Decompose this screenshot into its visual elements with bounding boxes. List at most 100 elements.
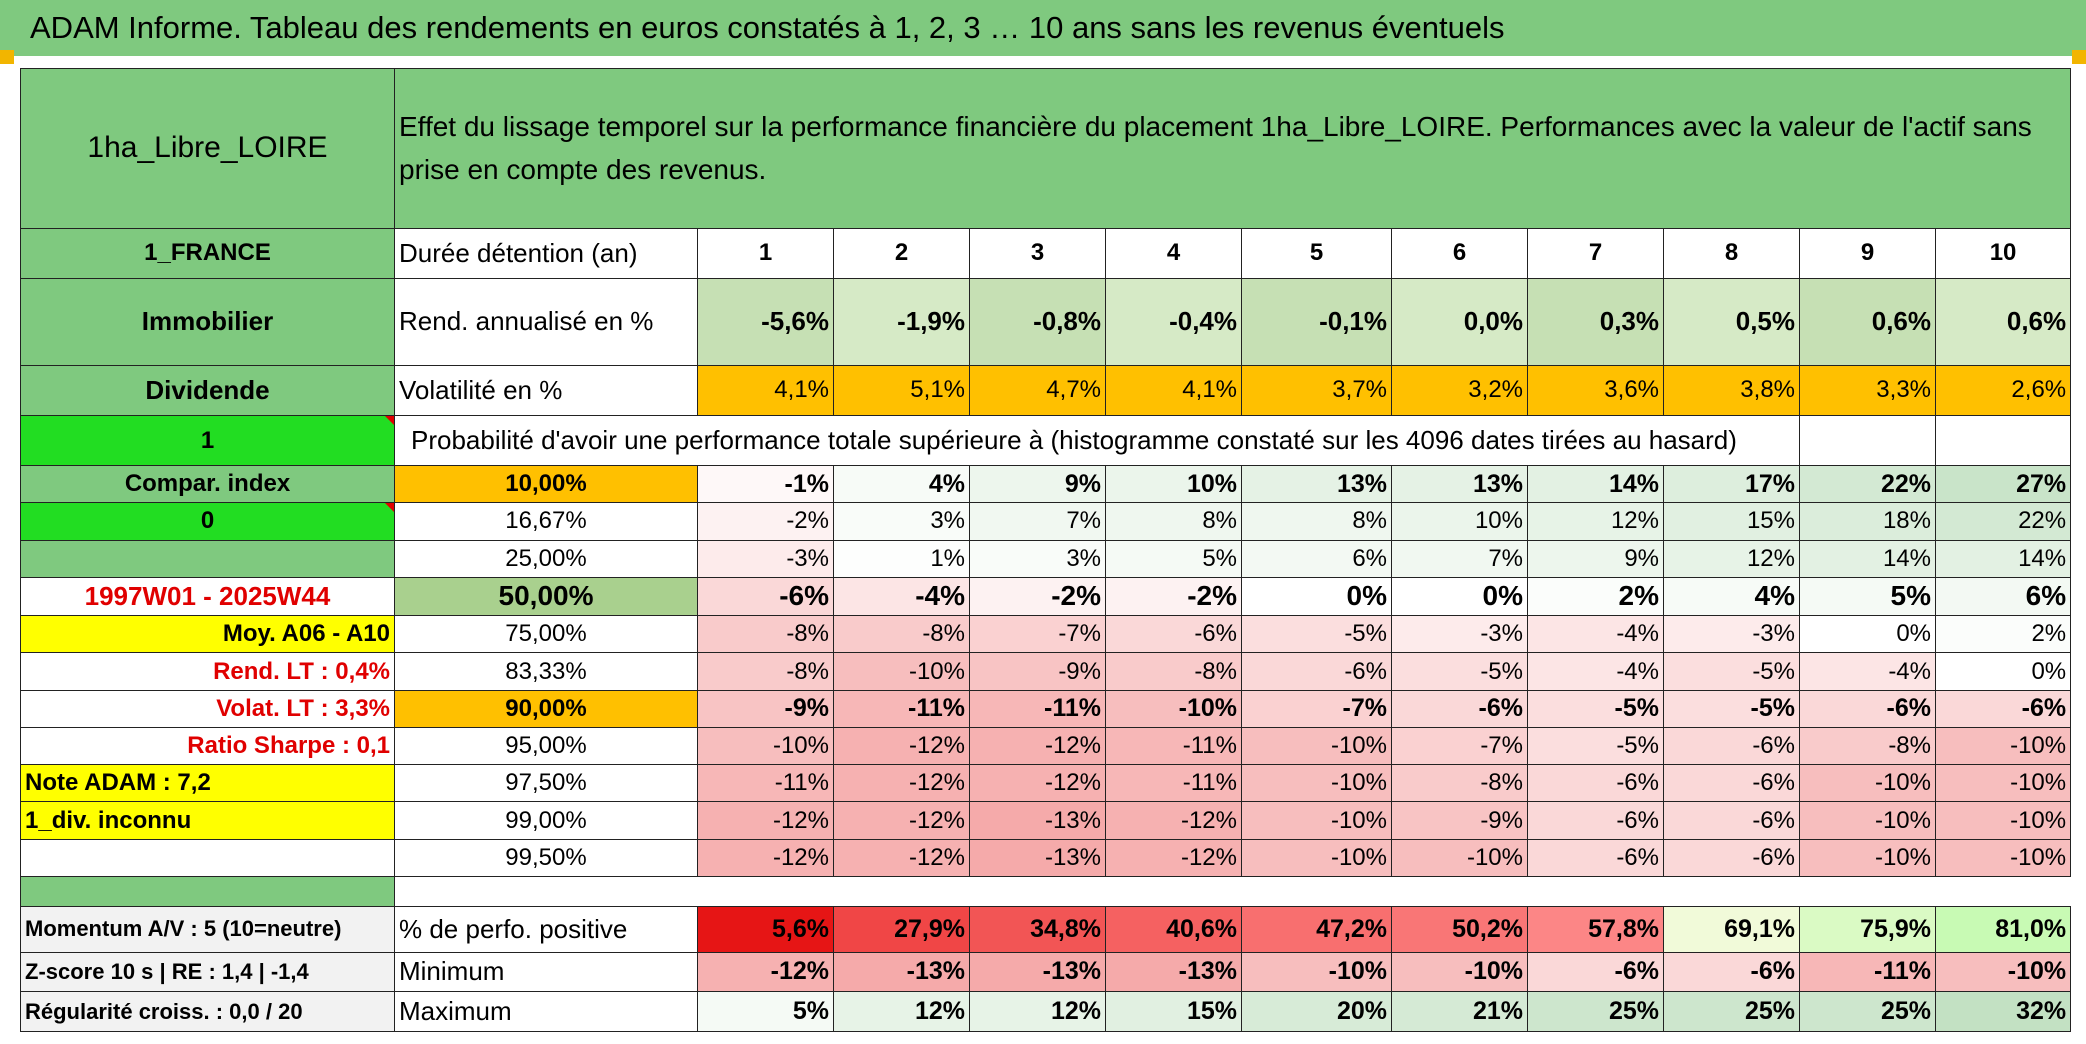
min-value: -6% [1527, 951, 1664, 993]
percentile-value: 3% [833, 502, 970, 541]
rend-value: -5,6% [697, 277, 834, 366]
rend-value: 0,6% [1799, 277, 1936, 366]
max-value: 25% [1663, 991, 1800, 1032]
sharpe-label-text: Ratio Sharpe : [187, 732, 357, 760]
max-value: 15% [1105, 991, 1242, 1032]
percentile-value: -7% [1391, 726, 1528, 766]
sharpe-label-value: 0,1 [356, 732, 390, 760]
rend-lt-label: Rend. LT : 0,4% [20, 652, 395, 691]
percentile-label: 90,00% [394, 689, 698, 728]
percentile-value: 14% [1934, 539, 2072, 578]
pos-value: 81,0% [1934, 906, 2072, 953]
percentile-value: 12% [1527, 502, 1664, 541]
percentile-value: 4% [1663, 576, 1800, 617]
percentile-value: -12% [1105, 838, 1242, 877]
percentile-value: -5% [1391, 652, 1528, 691]
rend-value: -0,8% [969, 277, 1106, 366]
percentile-value: -6% [1391, 689, 1528, 728]
volat-lt-label-text: Volat. LT : [216, 694, 336, 722]
percentile-value: -10% [1241, 764, 1392, 803]
min-value: -10% [1391, 951, 1528, 993]
percentile-value: -11% [833, 689, 970, 728]
year-header: 6 [1391, 227, 1528, 279]
percentile-value: -4% [833, 576, 970, 617]
pos-value: 69,1% [1663, 906, 1800, 953]
spacer [395, 876, 2071, 906]
percentile-value: -9% [1391, 801, 1528, 840]
pos-value: 50,2% [1391, 906, 1528, 953]
percentile-value: 6% [1241, 539, 1392, 578]
pos-value: 27,9% [833, 906, 970, 953]
year-header: 7 [1527, 227, 1664, 279]
percentile-value: -6% [1663, 801, 1800, 840]
percentile-label: 10,00% [394, 465, 698, 504]
duration-label: Durée détention (an) [394, 227, 698, 279]
sharpe-label: Ratio Sharpe : 0,1 [20, 726, 395, 766]
percentile-value: -3% [1391, 615, 1528, 654]
percentile-value: -5% [1663, 689, 1800, 728]
country-label: 1_FRANCE [20, 227, 395, 279]
rend-value: 0,0% [1391, 277, 1528, 366]
percentile-value: -8% [697, 652, 834, 691]
percentile-value: -10% [1934, 838, 2072, 877]
year-header: 10 [1934, 227, 2072, 279]
max-value: 25% [1527, 991, 1664, 1032]
percentile-value: 27% [1934, 465, 2072, 504]
value-one-cell[interactable]: 1 [20, 414, 395, 467]
percentile-value: -5% [1241, 615, 1392, 654]
rend-value: -0,1% [1241, 277, 1392, 366]
volat-lt-label: Volat. LT : 3,3% [20, 689, 395, 728]
compar-index-label: Compar. index [20, 465, 395, 504]
regularite-label: Régularité croiss. : 0,0 / 20 [20, 991, 395, 1032]
percentile-value: -10% [1799, 838, 1936, 877]
percentile-value: -6% [1527, 801, 1664, 840]
percentile-value: -10% [1241, 801, 1392, 840]
percentile-value: 5% [1105, 539, 1242, 578]
percentile-value: 13% [1391, 465, 1528, 504]
year-header: 4 [1105, 227, 1242, 279]
value-zero-cell[interactable]: 0 [20, 502, 395, 541]
probability-label: Probabilité d'avoir une performance tota… [411, 425, 1737, 455]
percentile-value: -10% [1934, 726, 2072, 766]
min-value: -12% [697, 951, 834, 993]
percentile-value: 8% [1241, 502, 1392, 541]
year-header: 5 [1241, 227, 1392, 279]
percentile-value: -12% [833, 764, 970, 803]
zscore-label: Z-score 10 s | RE : 1,4 | -1,4 [20, 951, 395, 993]
corner-marker [2072, 50, 2086, 64]
year-header: 8 [1663, 227, 1800, 279]
page-title: ADAM Informe. Tableau des rendements en … [0, 0, 2086, 56]
rend-lt-label-value: 0,4% [335, 657, 390, 685]
percentile-value: 10% [1391, 502, 1528, 541]
percentile-value: 0% [1934, 652, 2072, 691]
percentile-value: -8% [697, 615, 834, 654]
rend-label: Rend. annualisé en % [394, 277, 698, 366]
max-value: 32% [1934, 991, 2072, 1032]
percentile-value: -6% [697, 576, 834, 617]
percentile-value: 9% [1527, 539, 1664, 578]
percentile-value: -10% [697, 726, 834, 766]
percentile-value: -3% [1663, 615, 1800, 654]
vol-value: 3,2% [1391, 364, 1528, 416]
percentile-value: -5% [1663, 652, 1800, 691]
percentile-value: -10% [1799, 764, 1936, 803]
percentile-value: -6% [1799, 689, 1936, 728]
max-value: 12% [833, 991, 970, 1032]
percentile-value: 0% [1241, 576, 1392, 617]
percentile-label: 99,00% [394, 801, 698, 840]
rend-value: 0,6% [1934, 277, 2072, 366]
vol-value: 3,8% [1663, 364, 1800, 416]
percentile-value: -11% [969, 689, 1106, 728]
vol-value: 3,7% [1241, 364, 1392, 416]
pos-value: 47,2% [1241, 906, 1392, 953]
percentile-value: 13% [1241, 465, 1392, 504]
percentile-value: 1% [833, 539, 970, 578]
vol-value: 4,7% [969, 364, 1106, 416]
percentile-value: 0% [1391, 576, 1528, 617]
percentile-label: 25,00% [394, 539, 698, 578]
percentile-value: -9% [969, 652, 1106, 691]
percentile-value: -2% [1105, 576, 1242, 617]
pos-value: 34,8% [969, 906, 1106, 953]
percentile-value: -2% [969, 576, 1106, 617]
period-label: 1997W01 - 2025W44 [20, 576, 395, 617]
